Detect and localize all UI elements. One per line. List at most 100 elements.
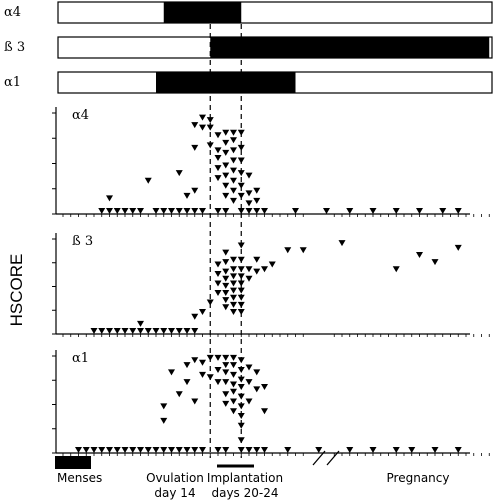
data-point bbox=[253, 447, 261, 453]
data-point bbox=[230, 256, 237, 263]
data-point bbox=[168, 369, 175, 376]
data-point bbox=[253, 256, 261, 263]
data-point bbox=[261, 447, 268, 453]
data-point bbox=[245, 275, 253, 282]
panel-label: α1 bbox=[72, 351, 89, 366]
data-point bbox=[261, 408, 268, 415]
data-point bbox=[230, 129, 237, 136]
data-point bbox=[222, 304, 230, 311]
annotation-ovulation: Ovulation bbox=[146, 471, 204, 485]
annotation-implantation-days: days 20-24 bbox=[211, 486, 278, 500]
data-point bbox=[230, 157, 237, 164]
data-point bbox=[222, 192, 230, 199]
data-point bbox=[191, 447, 199, 453]
data-point bbox=[75, 447, 82, 453]
data-point bbox=[214, 261, 222, 268]
data-point bbox=[346, 208, 354, 214]
scatter-panel: α1 bbox=[52, 350, 490, 456]
annotation-menses: Menses bbox=[57, 471, 102, 485]
data-point bbox=[222, 369, 230, 376]
expression-bars: α4 ß 3 α1 bbox=[4, 1, 493, 94]
expression-bar-label: α4 bbox=[4, 5, 21, 20]
data-point bbox=[129, 447, 137, 453]
data-point bbox=[183, 379, 191, 386]
data-point bbox=[230, 167, 237, 174]
data-point bbox=[82, 447, 90, 453]
data-point bbox=[222, 162, 230, 169]
data-point bbox=[137, 447, 144, 453]
data-point bbox=[214, 354, 222, 361]
data-point bbox=[129, 328, 137, 334]
data-point bbox=[245, 172, 253, 179]
data-point bbox=[392, 266, 400, 273]
data-point bbox=[191, 328, 199, 334]
data-point bbox=[416, 252, 423, 258]
data-point bbox=[113, 328, 121, 334]
data-point bbox=[230, 287, 237, 294]
data-point bbox=[292, 208, 299, 214]
data-point bbox=[206, 117, 214, 124]
data-point bbox=[183, 362, 191, 369]
data-point bbox=[230, 362, 237, 369]
data-point bbox=[214, 175, 222, 182]
data-point bbox=[253, 208, 261, 214]
data-point bbox=[160, 417, 168, 424]
data-point bbox=[245, 208, 253, 214]
panel-label: α4 bbox=[72, 108, 89, 123]
data-point bbox=[222, 172, 230, 179]
data-point bbox=[237, 170, 245, 177]
data-point bbox=[284, 247, 292, 254]
data-point bbox=[98, 208, 106, 214]
data-point bbox=[214, 290, 222, 296]
data-point bbox=[253, 268, 261, 275]
data-point bbox=[222, 379, 230, 386]
data-point bbox=[222, 447, 230, 453]
data-point bbox=[230, 398, 237, 405]
data-point bbox=[230, 187, 237, 194]
data-point bbox=[454, 447, 462, 453]
data-point bbox=[237, 242, 245, 249]
data-point bbox=[253, 187, 261, 194]
data-point bbox=[237, 422, 245, 429]
data-point bbox=[222, 268, 230, 275]
data-point bbox=[237, 144, 245, 151]
data-point bbox=[121, 328, 129, 334]
scatter-panel: ß 3 bbox=[52, 233, 490, 337]
data-point bbox=[230, 137, 237, 144]
data-point bbox=[160, 208, 168, 214]
data-point bbox=[121, 447, 129, 453]
data-point bbox=[222, 290, 230, 296]
data-point bbox=[338, 240, 346, 247]
data-point bbox=[245, 190, 253, 197]
data-point bbox=[261, 208, 268, 214]
data-point bbox=[230, 177, 237, 184]
data-point bbox=[230, 381, 237, 388]
data-point bbox=[222, 354, 230, 361]
data-point bbox=[222, 208, 230, 214]
data-point bbox=[230, 301, 237, 308]
data-point bbox=[253, 369, 261, 376]
data-point bbox=[175, 170, 183, 177]
data-point bbox=[222, 129, 230, 136]
data-point bbox=[144, 328, 152, 334]
data-point bbox=[237, 287, 245, 294]
data-point bbox=[230, 147, 237, 154]
data-point bbox=[168, 208, 175, 214]
data-point bbox=[237, 208, 245, 214]
data-point bbox=[222, 275, 230, 282]
data-point bbox=[245, 398, 253, 405]
menses-bar bbox=[55, 456, 91, 469]
data-point bbox=[230, 309, 237, 315]
data-point bbox=[160, 403, 168, 410]
expression-bar-label: ß 3 bbox=[4, 40, 25, 55]
data-point bbox=[230, 408, 237, 415]
data-point bbox=[175, 208, 183, 214]
data-point bbox=[183, 447, 191, 453]
data-point bbox=[191, 144, 199, 151]
data-point bbox=[369, 447, 377, 453]
data-point bbox=[222, 400, 230, 407]
data-point bbox=[129, 208, 137, 214]
data-point bbox=[237, 182, 245, 189]
data-point bbox=[268, 261, 276, 268]
